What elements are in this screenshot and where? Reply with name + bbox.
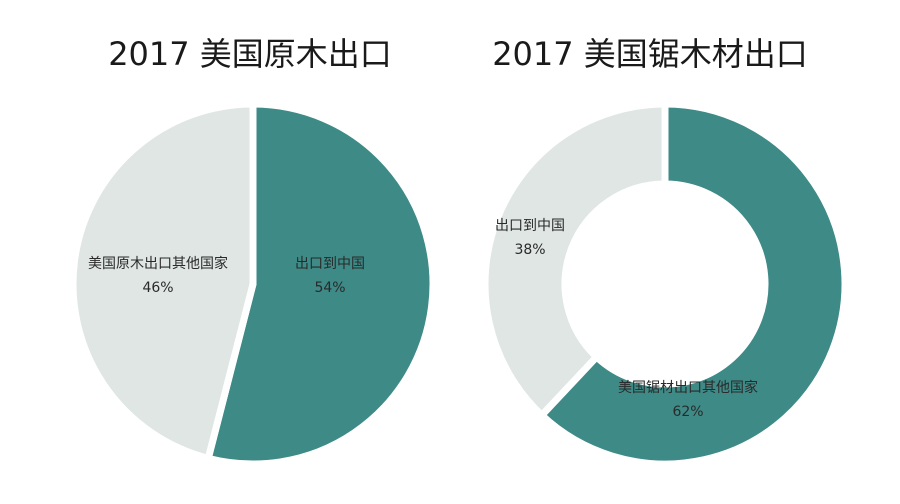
slice-label: 美国原木出口其他国家 bbox=[88, 255, 228, 272]
pie-slice bbox=[203, 100, 437, 468]
pie-slice bbox=[536, 100, 849, 468]
slice-percent-label: 54% bbox=[314, 280, 345, 296]
slice-label: 出口到中国 bbox=[495, 218, 565, 234]
chart-title-lumber-exports: 2017 美国锯木材出口 bbox=[492, 35, 808, 73]
slice-label: 美国锯材出口其他国家 bbox=[618, 379, 758, 396]
pie-slice bbox=[69, 100, 257, 463]
slice-percent-label: 46% bbox=[142, 280, 173, 296]
pie-slice bbox=[481, 100, 669, 421]
chart-title-log-exports: 2017 美国原木出口 bbox=[108, 35, 392, 73]
slice-percent-label: 38% bbox=[514, 242, 545, 258]
slice-label: 出口到中国 bbox=[295, 256, 365, 272]
slice-percent-label: 62% bbox=[672, 404, 703, 420]
